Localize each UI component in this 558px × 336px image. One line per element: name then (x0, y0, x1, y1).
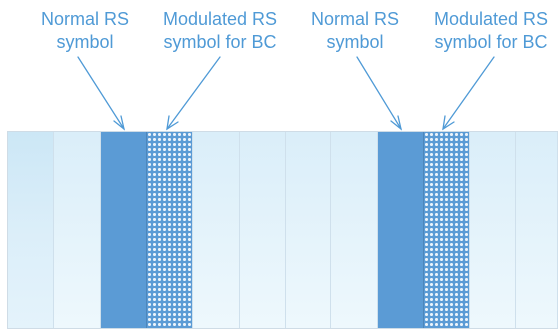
symbol-column (470, 132, 517, 328)
label-line: symbol (56, 32, 114, 52)
label-modulated-rs-symbol-1: Modulated RS symbol for BC (145, 8, 295, 54)
symbol-column (53, 132, 101, 328)
label-line: Modulated RS (433, 9, 549, 29)
arrowhead-icon (166, 115, 179, 131)
label-normal-rs-symbol-2: Normal RS symbol (280, 8, 430, 54)
label-line: symbol for BC (434, 32, 548, 52)
arrow-normal-rs-2 (356, 56, 402, 130)
label-line: Normal RS (40, 9, 129, 29)
arrowhead-icon (113, 115, 126, 131)
symbol-column (239, 132, 286, 328)
subframe-grid (7, 131, 558, 329)
label-line: symbol for BC (163, 32, 277, 52)
label-line: Modulated RS (162, 9, 278, 29)
modulated-rs-symbol-column (146, 132, 193, 328)
arrowhead-icon (442, 115, 455, 131)
symbol-column (192, 132, 240, 328)
arrow-normal-rs-1 (77, 56, 125, 130)
normal-rs-symbol-column (100, 132, 147, 328)
label-normal-rs-symbol-1: Normal RS symbol (10, 8, 160, 54)
arrow-modulated-rs-2 (442, 56, 495, 130)
modulated-rs-symbol-column (424, 132, 471, 328)
symbol-column (331, 132, 379, 328)
symbol-column (516, 132, 558, 328)
arrowhead-icon (390, 115, 403, 131)
normal-rs-symbol-column (378, 132, 425, 328)
label-modulated-rs-symbol-2: Modulated RS symbol for BC (416, 8, 558, 54)
arrow-modulated-rs-1 (166, 56, 221, 130)
label-line: Normal RS (310, 9, 399, 29)
symbol-column (8, 132, 54, 328)
symbol-column (285, 132, 332, 328)
label-line: symbol (326, 32, 384, 52)
